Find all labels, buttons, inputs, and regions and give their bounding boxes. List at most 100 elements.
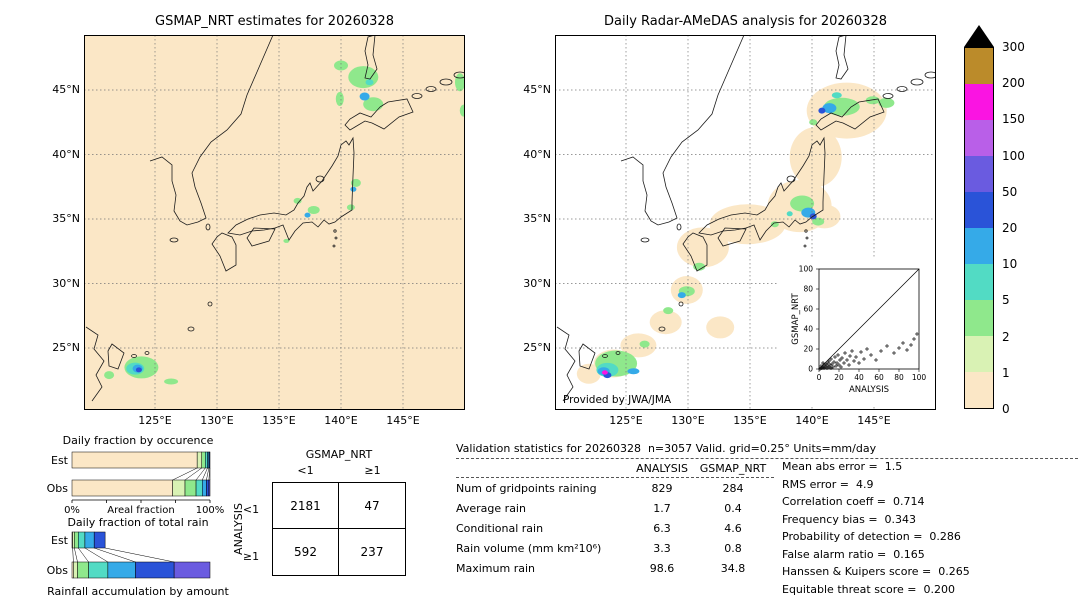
rain-cell — [790, 195, 815, 212]
lon-label: 135°E — [733, 414, 767, 427]
connector-line — [74, 547, 78, 563]
lat-label: 35°N — [52, 212, 80, 225]
contingency-row-label: <1 — [242, 503, 260, 516]
contingency-row-label: ≥1 — [242, 550, 260, 563]
total-rain-connectors — [72, 547, 175, 563]
rain-cell — [818, 107, 826, 114]
table-row: Rain volume (mm km²10⁶) 3.3 0.8 — [456, 538, 774, 558]
rain-cell — [601, 370, 608, 375]
lat-label: 30°N — [523, 276, 551, 290]
scatter-point — [854, 355, 858, 359]
validation-table: ANALYSIS GSMAP_NRT Num of gridpoints rai… — [456, 460, 774, 578]
y-tick-label: 60 — [803, 305, 813, 314]
analysis-value: 3.3 — [653, 541, 671, 555]
scatter-point — [830, 362, 834, 366]
score-line: Frequency bias = 0.343 — [782, 512, 917, 526]
rain-cell — [459, 104, 465, 117]
bar-segment — [195, 479, 203, 497]
colorbar-tick-label: 100 — [1002, 148, 1025, 163]
rain-cell — [363, 97, 384, 112]
connector-line — [206, 467, 210, 481]
rain-cell — [350, 178, 361, 187]
table-row: Average rain 1.7 0.4 — [456, 498, 774, 518]
rain-cell — [822, 103, 837, 114]
scatter-point — [859, 350, 863, 354]
colorbar-tick-label: 2 — [1002, 329, 1010, 344]
colorbar-tick-label: 50 — [1002, 184, 1018, 199]
scatter-point — [865, 347, 869, 351]
bar-segment — [88, 561, 109, 579]
colorbar-segment — [965, 48, 993, 84]
inset-xlabel: ANALYSIS — [849, 385, 889, 395]
score-line: Probability of detection = 0.286 — [782, 530, 961, 543]
gsmap-value: 284 — [722, 481, 744, 495]
identity-line — [818, 268, 920, 370]
areal-fraction-axis — [71, 499, 211, 503]
rain-cell — [293, 197, 302, 204]
bar-segment — [208, 479, 211, 497]
colorbar-segment — [965, 84, 993, 120]
bar-segment — [202, 479, 207, 497]
analysis-value: 1.7 — [653, 501, 671, 515]
occurrence-obs-bar — [71, 479, 211, 497]
rain-layer — [104, 60, 465, 385]
analysis-column-header: ANALYSIS — [636, 462, 688, 475]
colorbar-segment — [965, 120, 993, 156]
colorbar-tick-label: 200 — [1002, 76, 1025, 91]
connector-line — [78, 547, 89, 563]
y-tick-label: 40 — [803, 325, 813, 334]
contingency-grid: 2181 47 592 237 — [272, 482, 406, 576]
map-border — [555, 35, 936, 410]
scatter-point — [827, 359, 831, 363]
rain-cell — [350, 186, 357, 192]
colorbar-tick-label: 300 — [1002, 40, 1025, 54]
rain-cell — [639, 340, 650, 348]
score-line: Equitable threat score = 0.200 — [782, 582, 955, 596]
lon-label: 130°E — [200, 414, 234, 427]
occurrence-connectors — [172, 467, 211, 481]
connector-line — [208, 467, 210, 481]
rain-cell — [455, 73, 465, 92]
scatter-point — [843, 351, 847, 355]
rain-cell — [164, 378, 179, 385]
colorbar-segment — [965, 192, 993, 228]
scatter-point — [836, 353, 840, 357]
bar-segment — [77, 561, 89, 579]
scatter-point — [837, 363, 841, 367]
scatter-point — [842, 361, 846, 365]
occurrence-est-label: Est — [51, 454, 69, 467]
rain-cell — [307, 206, 320, 214]
gsmap-column-header: GSMAP_NRT — [699, 462, 767, 475]
contingency-cell: 592 — [273, 529, 339, 575]
y-tick-label: 20 — [803, 345, 813, 354]
inset-ticks — [816, 268, 920, 372]
validation-panel: Validation statistics for 20260328 n=305… — [456, 442, 1078, 596]
contingency-cell: 47 — [339, 483, 405, 529]
bar-segment — [78, 531, 86, 549]
radar-coverage-blob — [649, 310, 682, 335]
rain-cell — [809, 119, 818, 126]
bar-segment — [196, 451, 202, 469]
scatter-point — [838, 358, 842, 362]
lat-label: 30°N — [52, 276, 80, 290]
rain-cell — [677, 292, 686, 299]
colorbar-segment — [965, 228, 993, 264]
scatter-point — [840, 356, 844, 360]
bar-segment — [93, 531, 106, 549]
scatter-point — [847, 363, 851, 367]
rain-cell — [365, 79, 374, 86]
x-tick-label: 20 — [834, 373, 844, 382]
contingency-cell: 237 — [360, 545, 384, 559]
y-tick-label: 0 — [808, 365, 813, 374]
lat-label: 45°N — [52, 83, 80, 96]
rain-cell — [135, 367, 142, 373]
bar-segment — [71, 451, 198, 469]
connector-line — [72, 547, 74, 563]
bar-segment — [205, 451, 208, 469]
bar-segment — [107, 561, 136, 579]
rain-layer — [595, 92, 895, 379]
gsmap-value: 34.8 — [720, 561, 746, 575]
scatter-point — [879, 349, 883, 353]
lon-label: 130°E — [671, 414, 705, 427]
gsmap-value: 4.6 — [724, 521, 742, 535]
